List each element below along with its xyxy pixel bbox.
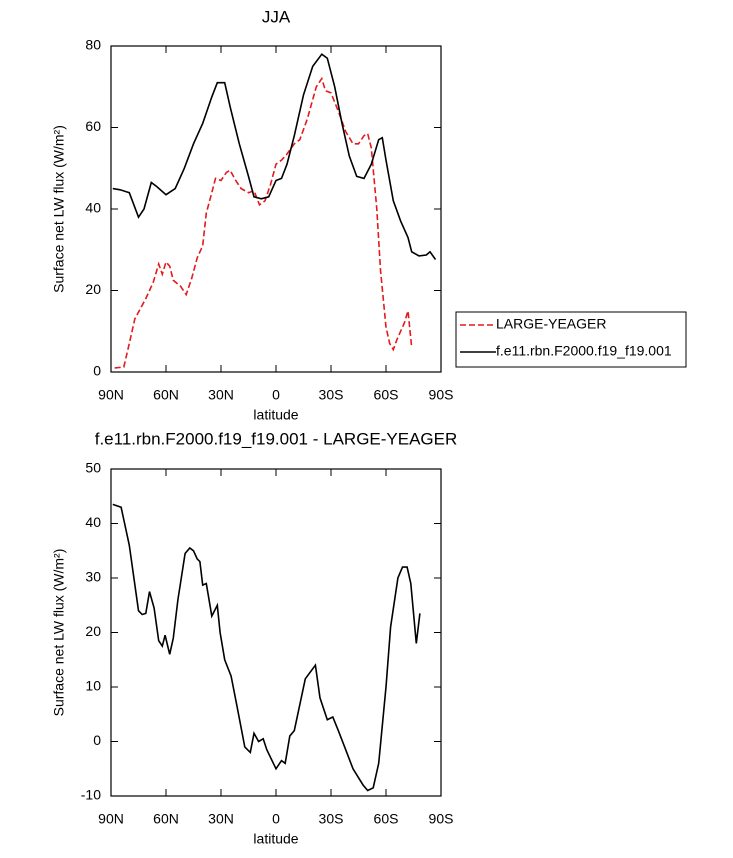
plot-frame <box>110 45 442 373</box>
legend-label: f.e11.rbn.F2000.f19_f19.001 <box>496 343 672 359</box>
chart-title: JJA <box>262 7 291 26</box>
y-tick-label: 20 <box>85 623 101 639</box>
series-line <box>114 76 413 369</box>
series-line <box>112 503 421 792</box>
legend-label: LARGE-YEAGER <box>496 316 606 332</box>
x-tick-label: 90N <box>98 387 124 403</box>
plot-frame <box>110 468 442 797</box>
x-tick-label: 30N <box>208 811 234 827</box>
y-tick-label: 0 <box>93 732 101 748</box>
legend-box <box>455 311 687 368</box>
y-tick-label: -10 <box>81 787 101 803</box>
x-tick-label: 90N <box>98 811 124 827</box>
y-tick-label: 50 <box>85 460 101 476</box>
x-tick-label: 30S <box>319 387 344 403</box>
y-tick-label: 40 <box>85 200 101 216</box>
x-tick-label: 0 <box>272 387 280 403</box>
y-tick-label: 0 <box>93 363 101 379</box>
y-tick-label: 40 <box>85 514 101 530</box>
x-tick-label: 60N <box>153 811 179 827</box>
y-tick-label: 60 <box>85 118 101 134</box>
x-tick-label: 60S <box>374 387 399 403</box>
x-tick-label: 30N <box>208 387 234 403</box>
x-tick-label: 30S <box>319 811 344 827</box>
series-line <box>112 53 437 260</box>
x-tick-label: 60S <box>374 811 399 827</box>
x-axis-label: latitude <box>253 831 298 847</box>
x-tick-label: 0 <box>272 811 280 827</box>
x-axis-label: latitude <box>253 407 298 423</box>
y-axis-label: Surface net LW flux (W/m²) <box>51 125 67 293</box>
chart-title: f.e11.rbn.F2000.f19_f19.001 - LARGE-YEAG… <box>95 429 458 448</box>
y-tick-label: 20 <box>85 281 101 297</box>
x-tick-label: 90S <box>429 387 454 403</box>
y-tick-label: 10 <box>85 678 101 694</box>
y-tick-label: 30 <box>85 569 101 585</box>
y-tick-label: 80 <box>85 37 101 53</box>
x-tick-label: 90S <box>429 811 454 827</box>
y-axis-label: Surface net LW flux (W/m²) <box>51 549 67 717</box>
x-tick-label: 60N <box>153 387 179 403</box>
